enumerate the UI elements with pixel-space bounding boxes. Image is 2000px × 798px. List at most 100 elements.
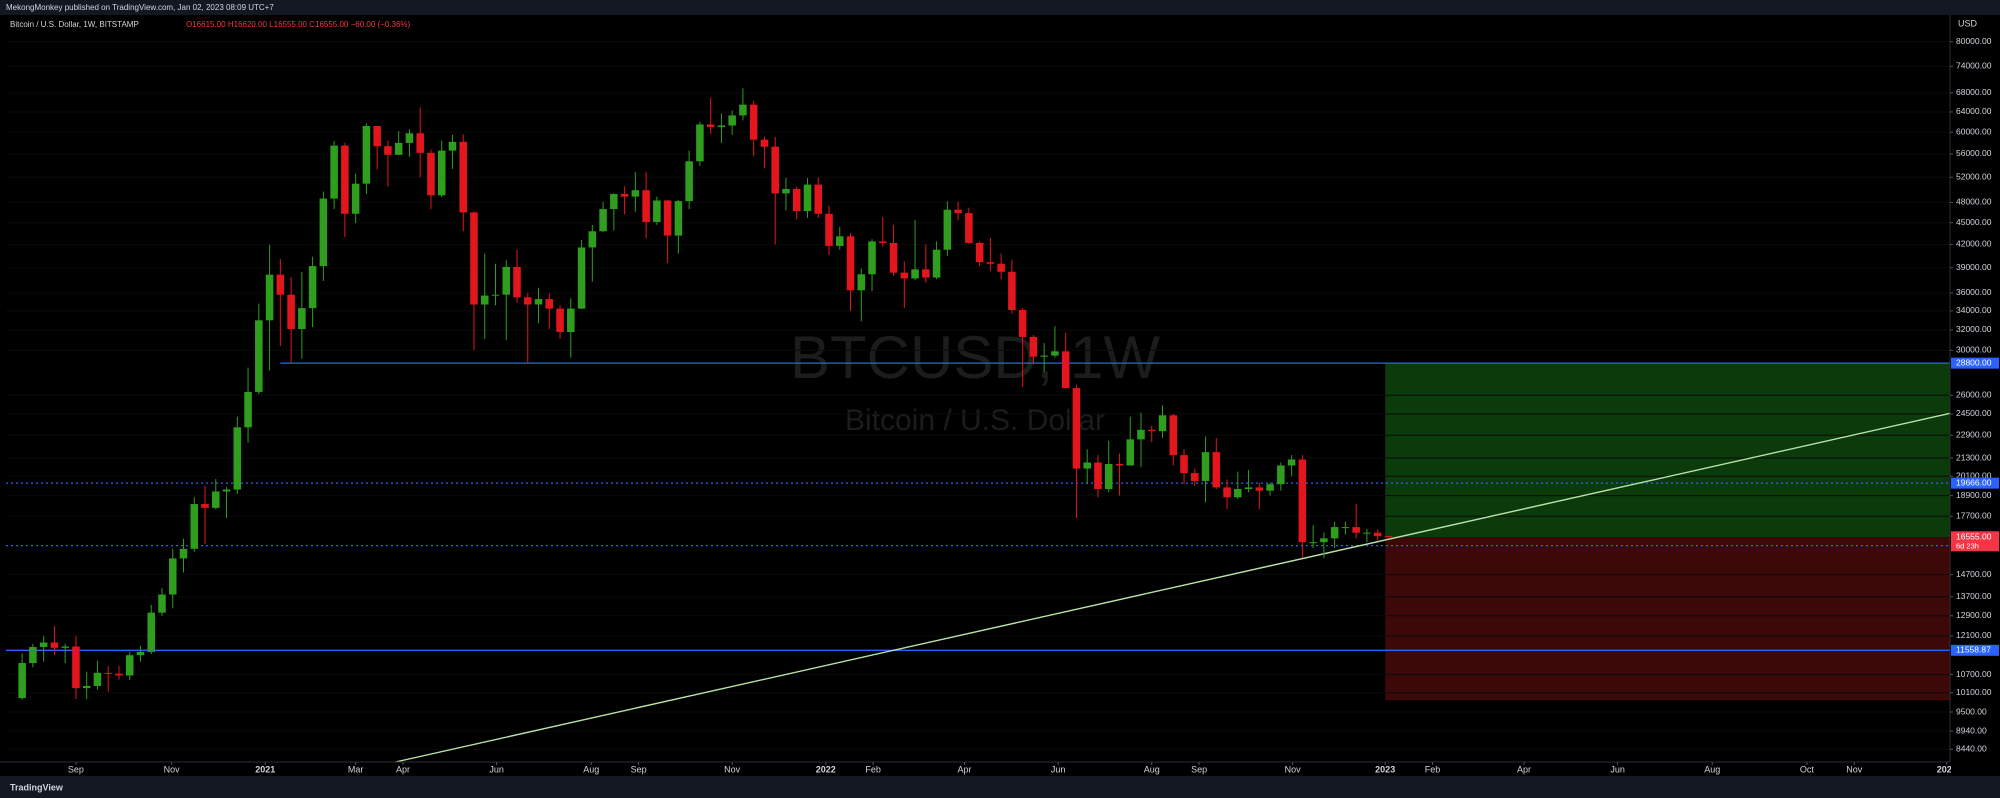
candle-body bbox=[104, 672, 112, 674]
trendline bbox=[395, 412, 1951, 763]
candle-body bbox=[1341, 527, 1350, 529]
candle-body bbox=[1330, 527, 1339, 539]
candle-body bbox=[1320, 538, 1328, 543]
y-tick-label: 30000.00 bbox=[1956, 345, 1992, 355]
candle-body bbox=[868, 241, 876, 275]
bottom-bar bbox=[0, 776, 2000, 798]
candle-body bbox=[674, 201, 683, 236]
candle-body bbox=[610, 194, 618, 210]
candle-body bbox=[72, 646, 80, 689]
candle-body bbox=[448, 141, 457, 151]
candle-body bbox=[179, 548, 188, 559]
y-tick-label: 12100.00 bbox=[1956, 630, 1992, 640]
candle-body bbox=[1363, 532, 1371, 534]
candle-body bbox=[534, 299, 543, 305]
candle-body bbox=[900, 272, 909, 279]
candle-body bbox=[857, 274, 866, 291]
candle-body bbox=[1277, 465, 1285, 485]
candle-body bbox=[739, 104, 747, 116]
candle-body bbox=[954, 209, 962, 214]
x-tick-label: 2023 bbox=[1375, 764, 1395, 774]
candle-body bbox=[147, 612, 156, 652]
y-tick-label: 10100.00 bbox=[1956, 687, 1992, 697]
level-price-box bbox=[1951, 477, 1999, 489]
candle-body bbox=[1029, 336, 1038, 357]
candle-body bbox=[803, 184, 812, 212]
x-tick-label: 2022 bbox=[816, 764, 836, 774]
candle-body bbox=[308, 266, 317, 309]
candle-body bbox=[1223, 487, 1231, 498]
candle-body bbox=[835, 236, 844, 246]
candle-body bbox=[1352, 527, 1360, 533]
y-tick-label: 21300.00 bbox=[1956, 452, 1992, 462]
x-tick-label: Jun bbox=[1051, 764, 1066, 774]
level-price-box bbox=[1951, 357, 1999, 369]
candle-body bbox=[233, 427, 242, 490]
candle-body bbox=[427, 152, 435, 196]
candle-body bbox=[1191, 473, 1199, 481]
y-tick-label: 80000.00 bbox=[1956, 36, 1992, 46]
candle-body bbox=[480, 295, 489, 305]
x-tick-label: Apr bbox=[1517, 764, 1531, 774]
position-loss-zone bbox=[1385, 537, 1950, 701]
x-tick-label: Jun bbox=[1610, 764, 1625, 774]
y-tick-label: 20100.00 bbox=[1956, 471, 1992, 481]
candle-body bbox=[1234, 489, 1242, 498]
candle-body bbox=[599, 209, 607, 232]
y-tick-label: 26000.00 bbox=[1956, 390, 1992, 400]
candle-body bbox=[1115, 463, 1124, 466]
watermark: BTCUSD, 1W bbox=[790, 324, 1160, 391]
x-tick-label: Nov bbox=[1285, 764, 1302, 774]
y-tick-label: 60000.00 bbox=[1956, 126, 1992, 136]
countdown-label: 6d 23h bbox=[1956, 541, 1979, 550]
candle-body bbox=[437, 150, 446, 196]
candle-body bbox=[986, 262, 995, 264]
candle-body bbox=[287, 294, 295, 330]
y-tick-label: 52000.00 bbox=[1956, 172, 1992, 182]
candle-body bbox=[1266, 484, 1274, 491]
y-tick-label: 42000.00 bbox=[1956, 239, 1992, 249]
x-tick-label: 2021 bbox=[255, 764, 275, 774]
candle-body bbox=[222, 489, 231, 492]
level-price-label: 28800.00 bbox=[1956, 357, 1992, 367]
candle-body bbox=[922, 269, 930, 278]
candle-body bbox=[1051, 351, 1059, 356]
ohlc-legend: O16615.00 H16620.00 L16555.00 C16555.00 … bbox=[186, 20, 411, 29]
x-tick-label: Apr bbox=[958, 764, 972, 774]
candle-body bbox=[1158, 415, 1167, 432]
x-tick-label: 2024 bbox=[1937, 764, 1957, 774]
candle-body bbox=[717, 125, 726, 128]
candle-body bbox=[1061, 351, 1070, 389]
candle-body bbox=[1126, 439, 1134, 466]
candle-body bbox=[792, 188, 801, 212]
candle-body bbox=[29, 647, 37, 664]
axes: Sep Nov 2021 Mar Apr Jun Aug Sep Nov 2022 Feb Apr Ju… bbox=[68, 36, 2000, 776]
candle-body bbox=[168, 558, 177, 595]
y-tick-label: 12900.00 bbox=[1956, 610, 1992, 620]
candle-body bbox=[1255, 487, 1264, 491]
candle-body bbox=[405, 133, 414, 143]
candle-body bbox=[1072, 388, 1081, 469]
candle-body bbox=[653, 200, 661, 223]
candle-body bbox=[749, 104, 758, 140]
x-tick-label: Feb bbox=[865, 764, 881, 774]
candle-body bbox=[1169, 415, 1178, 456]
position-profit-zone bbox=[1385, 363, 1950, 538]
candle-body bbox=[39, 642, 48, 648]
x-tick-label: Aug bbox=[583, 764, 599, 774]
candle-body bbox=[943, 209, 952, 250]
y-tick-label: 32000.00 bbox=[1956, 324, 1992, 334]
x-tick-label: Aug bbox=[1144, 764, 1160, 774]
candle-body bbox=[298, 308, 306, 330]
candle-body bbox=[879, 241, 887, 243]
y-tick-label: 34000.00 bbox=[1956, 305, 1992, 315]
candle-body bbox=[1180, 455, 1188, 474]
candle-body bbox=[556, 308, 564, 332]
candle-body bbox=[18, 663, 26, 699]
candle-body bbox=[577, 247, 586, 309]
candle-body bbox=[502, 266, 511, 295]
level-price-label: 11558.87 bbox=[1956, 645, 1991, 655]
candle-body bbox=[911, 269, 919, 279]
